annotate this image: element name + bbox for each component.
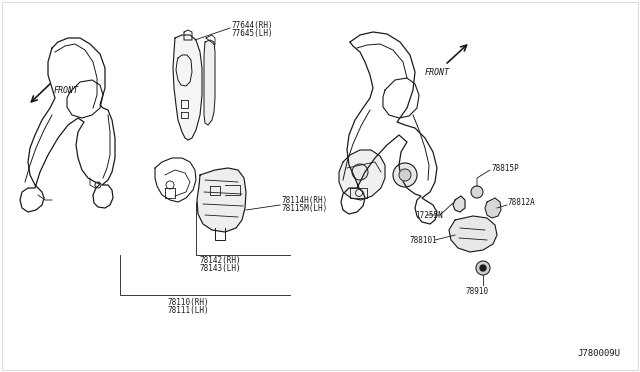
Text: J780009U: J780009U [577,349,620,358]
Text: 78910: 78910 [465,288,488,296]
Polygon shape [197,168,246,232]
Polygon shape [173,35,202,140]
Circle shape [393,163,417,187]
Polygon shape [339,150,385,200]
Text: 78815P: 78815P [491,164,519,173]
Text: 78115M(LH): 78115M(LH) [282,203,328,212]
Text: 77644(RH): 77644(RH) [232,20,274,29]
Circle shape [480,265,486,271]
Circle shape [399,169,411,181]
Circle shape [476,261,490,275]
Text: 788101: 788101 [410,235,438,244]
Polygon shape [204,40,215,125]
Text: FRONT: FRONT [54,86,79,94]
Text: 78142(RH): 78142(RH) [200,256,242,264]
Text: 78110(RH): 78110(RH) [168,298,210,307]
Text: 78111(LH): 78111(LH) [168,305,210,314]
Polygon shape [449,216,497,252]
Text: 77645(LH): 77645(LH) [232,29,274,38]
Text: 17255N: 17255N [415,211,443,219]
Polygon shape [453,196,465,212]
Text: 78143(LH): 78143(LH) [200,263,242,273]
Text: FRONT: FRONT [425,67,450,77]
Text: 78114H(RH): 78114H(RH) [282,196,328,205]
Polygon shape [485,198,501,218]
Circle shape [352,164,368,180]
Text: 78812A: 78812A [508,198,536,206]
Circle shape [471,186,483,198]
